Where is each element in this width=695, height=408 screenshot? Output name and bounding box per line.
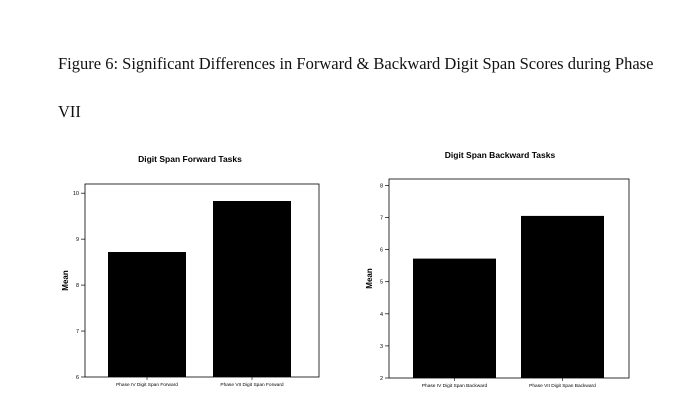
- backward-plot-frame: [388, 178, 630, 379]
- forward-category-label: Phase IV Digit Span Forward: [116, 382, 178, 388]
- backward-y-tick-label: 7: [380, 216, 383, 222]
- backward-y-tick-label: 6: [380, 248, 383, 254]
- forward-y-tick-label: 10: [73, 191, 79, 197]
- backward-category-label: Phase VII Digit Span Backward: [529, 383, 596, 389]
- forward-y-tick-label: 8: [76, 283, 79, 289]
- forward-plot-frame: [84, 183, 320, 378]
- backward-y-axis-label: Mean: [365, 268, 374, 289]
- backward-bar: [413, 258, 496, 378]
- forward-bar: [213, 201, 291, 377]
- forward-category-label: Phase VII Digit Span Forward: [220, 382, 284, 388]
- forward-y-axis-label: Mean: [61, 270, 70, 291]
- backward-y-tick-label: 2: [380, 376, 383, 382]
- backward-y-tick-label: 5: [380, 280, 383, 286]
- backward-y-tick-label: 3: [380, 344, 383, 350]
- backward-bar: [521, 215, 604, 378]
- forward-chart: Digit Span Forward Tasks 6 7 8 9 10 Mean Phase …: [61, 154, 320, 388]
- forward-y-tick-label: 7: [76, 329, 79, 335]
- backward-chart: Digit Span Backward Tasks 2 3 4 5 6 7 8 Mean Phas…: [365, 150, 630, 389]
- backward-y-tick-label: 4: [380, 312, 383, 318]
- backward-chart-title: Digit Span Backward Tasks: [445, 150, 556, 160]
- forward-bar: [108, 252, 186, 377]
- backward-category-label: Phase IV Digit Span Backward: [422, 383, 488, 389]
- forward-y-tick-label: 6: [76, 375, 79, 381]
- backward-y-tick-label: 8: [380, 183, 383, 189]
- forward-chart-title: Digit Span Forward Tasks: [138, 154, 242, 164]
- figure-caption: Figure 6: Significant Differences in For…: [58, 54, 654, 121]
- forward-y-tick-label: 9: [76, 237, 79, 243]
